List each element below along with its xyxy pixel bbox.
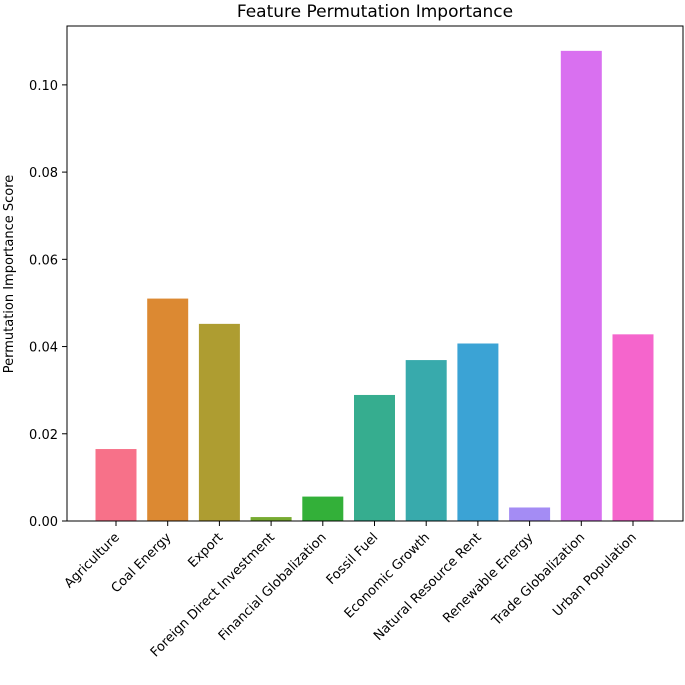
x-tick-label: Export [186,530,227,571]
x-tick-label: Renewable Energy [440,530,536,626]
y-tick-label: 0.10 [29,79,58,94]
y-tick-label: 0.02 [29,428,58,443]
y-axis-label: Permutation Importance Score [2,175,17,374]
axes-frame [66,25,684,522]
y-tick-label: 0.00 [29,515,58,530]
bar-economic-growth [405,360,447,521]
bar-natural-resource-rent [457,343,499,521]
bar-coal-energy [147,298,189,521]
y-axis-ticks: 0.00 0.02 0.04 0.06 0.08 0.10 [29,79,67,530]
y-tick-label: 0.08 [29,166,58,181]
y-tick-label: 0.04 [29,341,58,356]
y-tick-label: 0.06 [29,253,58,268]
bar-trade-globalization [560,50,602,522]
bars [95,50,654,522]
x-tick-label: Financial Globalization [216,530,330,644]
bar-renewable-energy [509,507,551,521]
bar-agriculture [95,449,137,521]
x-tick-label: Economic Growth [342,530,433,621]
bar-foreign-direct-investment [250,517,292,521]
bar-export [198,323,240,521]
bar-urban-population [612,334,654,521]
bar-financial-globalization [302,496,344,521]
x-tick-label: Trade Globalization [489,530,588,629]
bar-fossil-fuel [354,394,395,521]
chart-title: Feature Permutation Importance [237,2,513,22]
